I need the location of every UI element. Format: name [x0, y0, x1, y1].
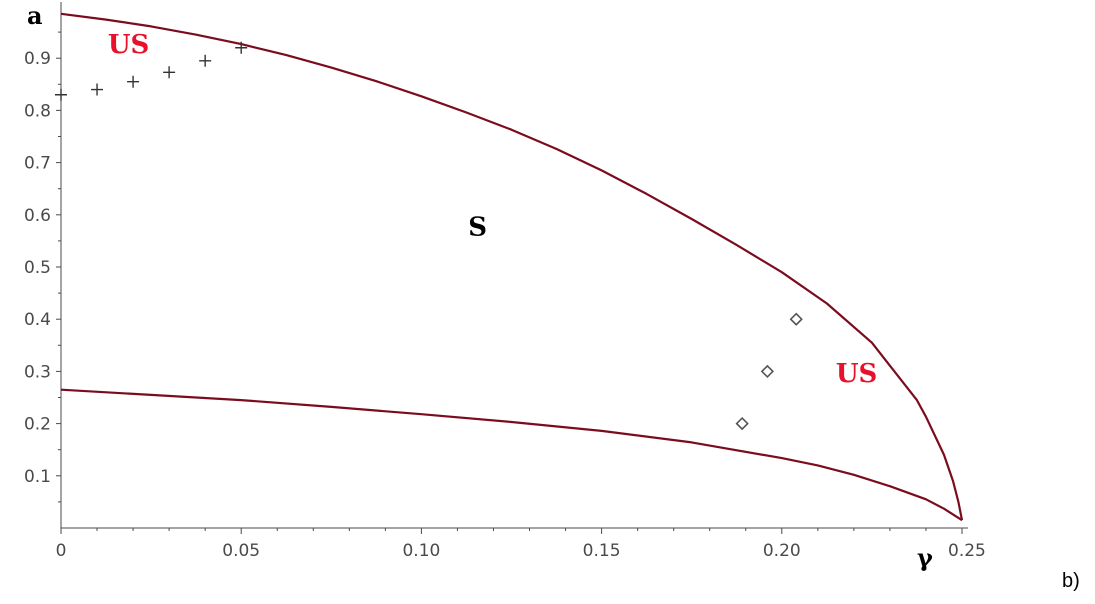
y-tick-label: 0.4 — [24, 310, 51, 330]
region-label-s: S — [468, 213, 487, 243]
markers — [55, 41, 803, 431]
plus-marker — [55, 88, 67, 101]
x-tick-label: 0.05 — [222, 541, 260, 561]
region-label-us: US — [836, 359, 877, 389]
plus-marker — [199, 54, 212, 67]
plus-marker — [235, 41, 248, 54]
y-axis-label: a — [27, 1, 43, 30]
plus-marker — [127, 75, 140, 88]
plus-marker — [163, 66, 176, 79]
x-tick-label: 0.15 — [583, 541, 621, 561]
series-line-0 — [60, 12, 964, 521]
y-tick-label: 0.6 — [24, 206, 51, 226]
region-label-us: US — [108, 30, 149, 60]
panel-label: b) — [1062, 570, 1080, 592]
curves — [60, 12, 964, 522]
diamond-marker — [760, 364, 775, 379]
y-tick-label: 0.3 — [24, 362, 51, 382]
y-tick-label: 0.1 — [24, 467, 51, 487]
diamond-marker — [735, 416, 749, 431]
y-tick-label: 0.7 — [24, 154, 51, 174]
plus-marker — [91, 83, 104, 96]
y-tick-label: 0.8 — [24, 101, 51, 121]
x-tick-label: 0 — [56, 541, 67, 561]
labels: US S US — [108, 30, 877, 389]
y-tick-label: 0.9 — [24, 49, 51, 69]
x-axis-label: γ — [917, 543, 933, 572]
x-tick-label: 0.10 — [402, 541, 440, 561]
series-line-1 — [60, 388, 963, 522]
diamond-marker — [789, 312, 803, 326]
y-tick-label: 0.5 — [24, 258, 51, 278]
x-tick-label: 0.20 — [763, 541, 801, 561]
x-tick-label: 0.25 — [948, 541, 986, 561]
axis-ticks: 0.1 0.2 0.3 0.4 0.5 0.6 0.7 0.8 0.9 0 0.05 0.10 0.15… — [24, 2, 986, 561]
y-tick-label: 0.2 — [24, 415, 51, 435]
